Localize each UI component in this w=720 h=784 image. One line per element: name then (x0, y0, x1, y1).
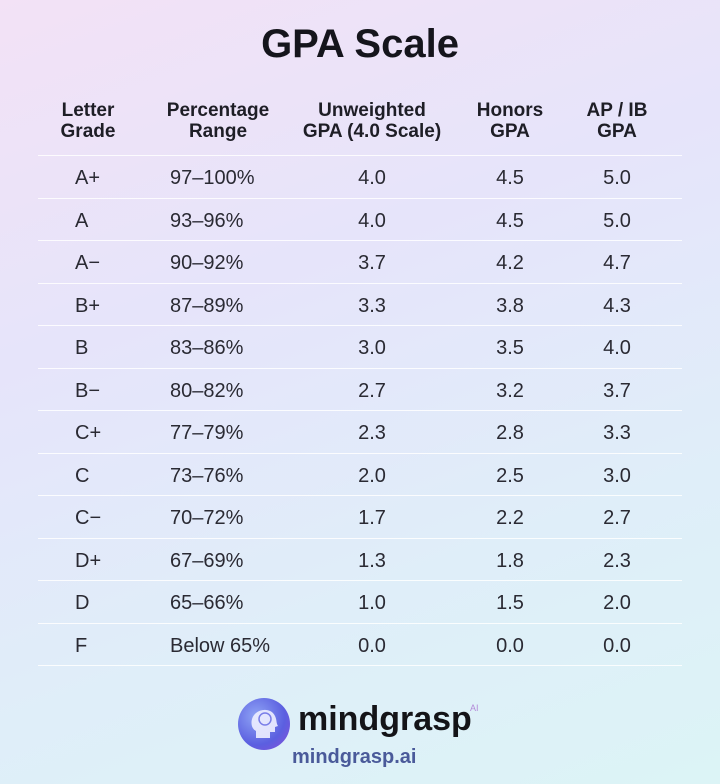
table-cell: 87–89% (170, 294, 244, 317)
table-row: A 93–96% 4.0 4.5 5.0 (38, 197, 682, 241)
table-row: B− 80–82% 2.7 3.2 3.7 (38, 367, 682, 411)
table-cell: 1.7 (358, 507, 386, 529)
table-cell: 2.0 (603, 592, 631, 614)
table-cell: 2.5 (496, 464, 524, 487)
brand-sup: AI (470, 703, 479, 713)
table-cell: 93–96% (170, 209, 244, 232)
table-cell: 3.8 (496, 294, 524, 317)
table-cell: 4.5 (496, 209, 524, 232)
column-header-line: Percentage (166, 100, 270, 121)
column-header-line: Grade (60, 121, 116, 142)
gpa-table: A+ 97–100% 4.0 4.5 5.0 A 93–96% 4.0 4.5 5.0 A− 90–9… (38, 155, 682, 666)
table-cell: 1.8 (496, 549, 524, 572)
column-header: Honors GPA (460, 100, 560, 142)
table-cell: 2.3 (358, 422, 386, 444)
table-cell: A (75, 209, 89, 232)
table-cell: 65–66% (170, 592, 244, 614)
table-cell: C (75, 464, 90, 487)
table-cell: 0.0 (603, 634, 631, 657)
column-header-line: GPA (4.0 Scale) (302, 121, 442, 142)
table-cell: Below 65% (170, 634, 271, 657)
website-link[interactable]: mindgrasp.ai (292, 746, 417, 768)
table-cell: 2.2 (496, 507, 524, 529)
column-header-line: AP / IB (586, 100, 648, 121)
column-header-line: Range (188, 121, 248, 142)
column-header-line: Letter (61, 100, 115, 121)
table-cell: 3.7 (358, 252, 386, 274)
table-cell: 4.3 (603, 294, 631, 317)
table-cell: 67–69% (170, 549, 244, 572)
table-cell: 3.0 (358, 337, 386, 359)
table-cell: 2.7 (603, 507, 631, 529)
table-cell: 5.0 (603, 209, 631, 232)
table-cell: 2.7 (358, 379, 386, 402)
column-header: Letter Grade (33, 100, 143, 142)
table-cell: 0.0 (358, 634, 386, 657)
table-cell: A− (75, 252, 101, 274)
page-title: GPA Scale (261, 22, 459, 66)
table-cell: 97–100% (170, 167, 255, 189)
table-cell: 80–82% (170, 379, 244, 402)
table-row: C+ 77–79% 2.3 2.8 3.3 (38, 410, 682, 453)
column-header-line: Honors (476, 100, 544, 121)
table-cell: D (75, 592, 90, 614)
table-cell: 3.0 (603, 464, 631, 487)
table-cell: 5.0 (603, 167, 631, 189)
column-header: AP / IB GPA (567, 100, 667, 142)
table-cell: 70–72% (170, 507, 244, 529)
table-row: F Below 65% 0.0 0.0 0.0 (38, 622, 682, 666)
table-cell: 4.7 (603, 252, 631, 274)
table-cell: 3.3 (358, 294, 386, 317)
table-cell: 2.3 (603, 549, 631, 572)
table-cell: C− (75, 507, 102, 529)
table-cell: 77–79% (170, 422, 244, 444)
table-row: C− 70–72% 1.7 2.2 2.7 (38, 495, 682, 538)
table-cell: 3.3 (603, 422, 631, 444)
table-cell: 4.0 (358, 209, 386, 232)
column-header-line: Unweighted (318, 100, 426, 121)
table-cell: 1.5 (496, 592, 524, 614)
table-cell: 90–92% (170, 252, 244, 274)
table-cell: F (75, 634, 88, 657)
table-cell: 2.8 (496, 422, 524, 444)
table-cell: 4.0 (603, 337, 631, 359)
table-cell: 1.3 (358, 549, 386, 572)
table-row: A− 90–92% 3.7 4.2 4.7 (38, 240, 682, 283)
table-cell: B (75, 337, 89, 359)
table-cell: 3.7 (603, 379, 631, 402)
table-row: C 73–76% 2.0 2.5 3.0 (38, 452, 682, 496)
table-cell: 4.2 (496, 252, 524, 274)
table-cell: 4.0 (358, 167, 386, 189)
table-row: D+ 67–69% 1.3 1.8 2.3 (38, 537, 682, 581)
table-row: B+ 87–89% 3.3 3.8 4.3 (38, 282, 682, 326)
table-cell: 2.0 (358, 464, 386, 487)
table-cell: B+ (75, 294, 101, 317)
table-cell: 83–86% (170, 337, 244, 359)
table-cell: 1.0 (358, 592, 386, 614)
column-header-line: GPA (490, 121, 530, 142)
table-row: B 83–86% 3.0 3.5 4.0 (38, 325, 682, 368)
table-cell: C+ (75, 422, 102, 444)
table-cell: 3.5 (496, 337, 524, 359)
brain-head-icon (238, 698, 290, 750)
column-header: Unweighted GPA (4.0 Scale) (282, 100, 462, 142)
table-cell: 4.5 (496, 167, 524, 189)
column-header-line: GPA (597, 121, 637, 142)
table-row: A+ 97–100% 4.0 4.5 5.0 (38, 155, 682, 198)
table-row: D 65–66% 1.0 1.5 2.0 (38, 580, 682, 623)
table-cell: 0.0 (496, 634, 524, 657)
table-cell: B− (75, 379, 101, 402)
table-cell: D+ (75, 549, 102, 572)
table-cell: 73–76% (170, 464, 244, 487)
column-header: Percentage Range (148, 100, 288, 142)
brand-name: mindgrasp (298, 700, 472, 738)
table-cell: A+ (75, 167, 101, 189)
table-cell: 3.2 (496, 379, 524, 402)
